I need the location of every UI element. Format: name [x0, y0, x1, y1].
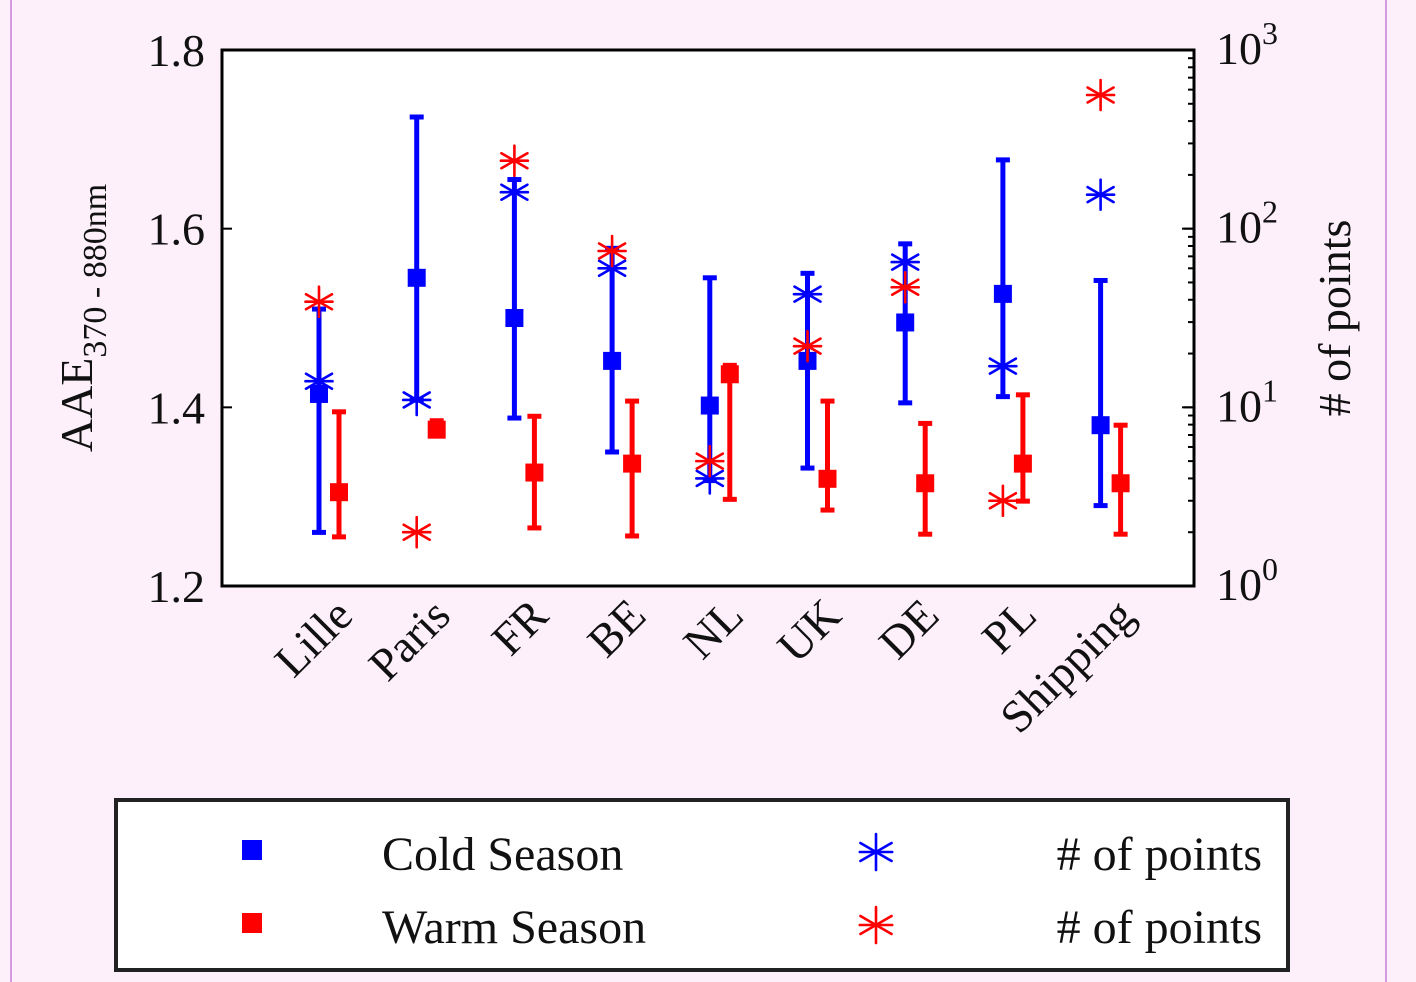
legend-blue-points-label: # of points	[1057, 828, 1262, 881]
cold-points-asterisk	[694, 462, 725, 495]
warm-season-point	[1013, 392, 1032, 504]
warm-points-asterisk	[1085, 78, 1116, 112]
x-tick-label: DE	[869, 589, 948, 668]
warm-points-asterisk	[694, 444, 725, 478]
warm-season-point	[1111, 422, 1130, 537]
y-left-tick-label: 1.4	[148, 382, 206, 433]
warm-season-point	[916, 420, 935, 537]
legend-warm-square-marker	[242, 913, 262, 933]
cold-season-point	[505, 177, 524, 421]
y-left-label-main: AAE	[51, 358, 102, 453]
y-left-tick-label: 1.6	[148, 204, 206, 255]
x-tick-label: UK	[768, 589, 851, 672]
legend-red-asterisk-marker	[858, 905, 894, 945]
plot-frame	[220, 48, 1196, 588]
cold-season-point	[310, 306, 328, 535]
x-tick-label: Paris	[359, 589, 460, 690]
y-right-tick-label: 100	[1216, 551, 1278, 610]
cold-points-asterisk	[401, 383, 432, 417]
legend-red-points-label: # of points	[1057, 901, 1262, 954]
legend-blue-asterisk-marker	[858, 832, 894, 872]
warm-season-point	[330, 409, 348, 540]
warm-points-asterisk	[988, 484, 1018, 518]
y-right-tick-label: 102	[1216, 194, 1278, 253]
legend-box	[114, 798, 1290, 972]
cold-points-asterisk	[1085, 178, 1116, 211]
cold-points-asterisk	[890, 245, 921, 279]
y-left-tick-label: 1.8	[148, 25, 206, 76]
legend-cold-square-marker	[242, 840, 262, 860]
y-right-tick-label: 103	[1216, 15, 1278, 74]
x-tick-label: FR	[482, 589, 558, 665]
left-axis-ticks: 1.2 1.4 1.6 1.8	[148, 25, 1194, 612]
cold-points-asterisk	[304, 364, 334, 398]
legend-asterisk-glyph	[858, 832, 894, 872]
y-left-tick-label: 1.2	[148, 561, 206, 612]
legend-asterisk-glyph	[858, 905, 894, 945]
warm-points-asterisk	[597, 234, 627, 268]
left-frame-line	[10, 0, 12, 982]
y-left-axis-label: AAE370 - 880nm	[51, 184, 114, 452]
warm-points-asterisk	[499, 144, 530, 178]
cold-points-asterisk	[499, 175, 530, 209]
warm-season-point	[623, 398, 642, 539]
warm-season-point	[818, 398, 837, 513]
y-right-axis-label: # of points	[1309, 220, 1360, 417]
y-left-label-sub: 370 - 880nm	[77, 184, 114, 358]
right-frame-line	[1385, 0, 1387, 982]
x-tick-label: NL	[673, 589, 752, 668]
warm-season-point	[525, 413, 544, 531]
cold-season-point	[1091, 277, 1110, 509]
warm-points-asterisk	[304, 285, 334, 319]
warm-points-asterisk	[890, 270, 921, 304]
data-marks	[304, 78, 1130, 549]
y-right-tick-label: 101	[1216, 372, 1278, 431]
legend-warm-label: Warm Season	[382, 901, 646, 954]
right-axis-ticks: 100 101 102 103	[1182, 15, 1278, 610]
cold-points-asterisk	[792, 277, 823, 311]
legend: Cold Season Warm Season # of points # of…	[114, 798, 1290, 972]
warm-season-point	[427, 418, 446, 439]
cold-points-asterisk	[988, 349, 1018, 383]
legend-cold-label: Cold Season	[382, 828, 623, 881]
x-tick-label: BE	[578, 589, 656, 667]
x-tick-label: PL	[972, 589, 1046, 663]
warm-points-asterisk	[401, 515, 432, 549]
warm-season-point	[720, 362, 739, 502]
warm-points-asterisk	[792, 329, 823, 363]
x-tick-label: Lille	[265, 589, 362, 686]
